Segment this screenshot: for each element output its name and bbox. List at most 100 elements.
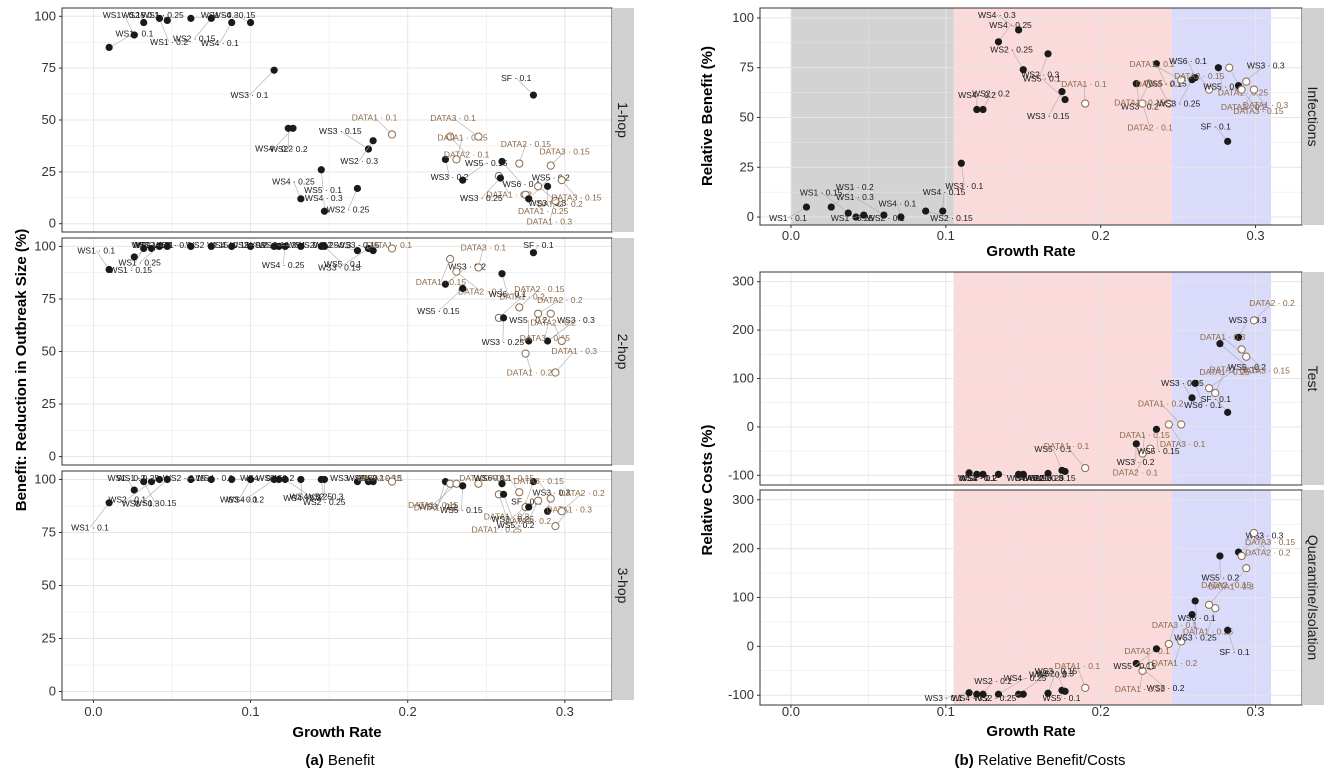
point-label: WS5 · 0.15: [417, 306, 460, 316]
ws-point-filled: [965, 689, 973, 697]
label-leader: [184, 477, 212, 480]
ws-point-filled: [155, 475, 164, 484]
data-point-open: [515, 303, 524, 312]
point-label: WS2 · 0.3: [1036, 669, 1074, 679]
point-label: DATA1 · 0.2: [1138, 398, 1184, 408]
facet-quarantine-isolation: -100 0 100 200 300 Quarantine/Isolation WS3 · …: [728, 489, 1324, 719]
data-point-open: [1138, 449, 1147, 458]
point-label: DATA2 · 0.2: [531, 318, 577, 328]
point-label: WS3 · 0.3: [533, 487, 571, 497]
point-label: DATA1 · 0.3: [527, 216, 573, 226]
point-label: DATA1 · 0.1: [1044, 441, 1090, 451]
label-leader: [284, 479, 312, 497]
label-leader: [190, 14, 220, 19]
gray-band: [790, 8, 954, 225]
point-label: WS3 · 0.1: [945, 181, 983, 191]
data-point-open: [515, 488, 524, 497]
x-tick-label: 0.3: [1247, 228, 1265, 243]
point-label: WS1 · 0.15: [134, 498, 177, 508]
point-label: SF · 0.1: [523, 240, 554, 250]
label-leader: [831, 186, 856, 208]
point-label: WS5 · 0.1: [324, 259, 362, 269]
ws-point-filled: [499, 490, 508, 498]
point-label: DATA1 · 0.25: [507, 367, 558, 377]
label-leader: [96, 250, 110, 270]
data-point-open: [1237, 551, 1246, 561]
y-tick-label: 0: [747, 209, 754, 224]
ws-point-filled: [155, 242, 164, 251]
ws-point-filled: [979, 105, 987, 114]
point-label: DATA1 · 0.1: [352, 112, 398, 122]
data-point-open: [557, 176, 566, 185]
point-label: SF · 0.1: [511, 496, 542, 506]
ws-point-filled: [289, 124, 297, 132]
point-label: WS2 · 0.25: [327, 205, 370, 215]
point-label: WS2 · 0.25: [303, 497, 346, 507]
point-label: SF · 0.1: [1201, 394, 1232, 404]
point-label: WS4 · 0.15: [240, 473, 283, 483]
label-leader: [1219, 343, 1248, 367]
ws-point-filled: [246, 18, 255, 27]
ws-point-filled: [1152, 645, 1161, 653]
ws-point-filled: [281, 242, 289, 251]
point-label: WS4 · 0.2: [952, 693, 990, 703]
ws-point-filled: [353, 184, 362, 193]
point-label: DATA1 · 0.3: [1208, 582, 1254, 592]
label-leader: [519, 288, 540, 308]
label-leader: [498, 296, 523, 319]
point-label: WS5 · 0.1: [1023, 74, 1061, 84]
y-tick-label: 75: [42, 60, 56, 75]
label-leader: [496, 506, 526, 530]
point-label: DATA1 · 0.25: [1199, 367, 1250, 377]
ws-point-filled: [281, 475, 289, 484]
point-label: DATA3 · 0.1: [459, 473, 505, 483]
label-leader: [481, 177, 501, 199]
label-leader: [248, 244, 275, 247]
label-leader: [461, 485, 464, 511]
ws-point-filled: [459, 176, 467, 184]
ws-point-filled: [973, 105, 981, 114]
point-label: WS3 · 0.15: [319, 126, 362, 136]
point-label: WS1 · 0.15: [103, 10, 146, 20]
data-point-open: [1081, 463, 1090, 473]
label-leader: [358, 140, 374, 162]
ws-point-filled: [939, 207, 947, 215]
y-tick-label: 0: [747, 419, 754, 434]
ws-point-filled: [1044, 689, 1052, 697]
point-label: WS1 · 0.1: [77, 246, 115, 256]
point-label: DATA1 · 0.1: [414, 503, 460, 513]
point-label: WS3 · 0.25: [1174, 632, 1217, 642]
ws-point-filled: [246, 475, 255, 484]
point-label: WS6 · 0.1: [1169, 56, 1207, 66]
label-leader: [1238, 535, 1265, 553]
ws-point-filled: [320, 242, 329, 251]
point-label: DATA2 · 0.2: [1249, 298, 1295, 308]
point-label: SF · 0.1: [1201, 121, 1232, 131]
point-label: DATA1 · 0.2: [499, 292, 545, 302]
ws-point-filled: [529, 249, 538, 257]
point-label: WS6 · 0.1: [489, 289, 527, 299]
point-label: DATA2 · 0.1: [1127, 123, 1173, 133]
ws-point-filled: [525, 503, 533, 511]
ws-point-filled: [130, 31, 138, 39]
label-leader: [193, 18, 212, 39]
label-leader: [89, 502, 110, 528]
point-label: DATA2 · 0.2: [1221, 102, 1267, 112]
data-point-open: [546, 494, 555, 503]
data-point-open: [534, 182, 543, 191]
data-point-open: [387, 130, 397, 139]
data-point-open: [452, 267, 461, 276]
data-point-open: [1164, 420, 1173, 429]
data-point-open: [1242, 77, 1251, 86]
label-leader: [1142, 103, 1151, 128]
y-tick-label: 200: [732, 541, 754, 556]
ws-point-filled: [297, 195, 305, 203]
point-label: WS4 · 0.25: [1004, 673, 1047, 683]
x-tick-label: 0.3: [1247, 704, 1265, 719]
data-point-open: [557, 507, 566, 516]
point-label: WS1 · 0.25: [141, 10, 184, 20]
label-leader: [1241, 541, 1271, 557]
point-label: DATA3 · 0.1: [430, 113, 476, 123]
data-point-open: [1237, 345, 1246, 354]
